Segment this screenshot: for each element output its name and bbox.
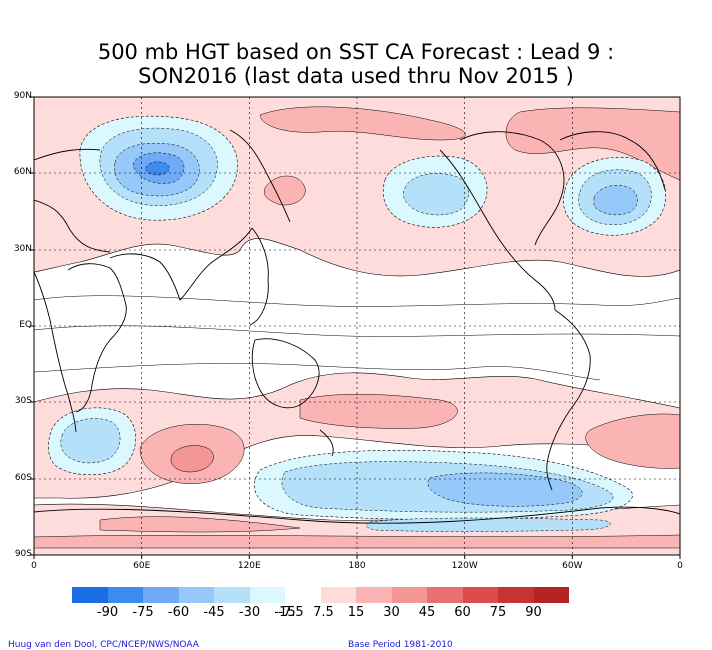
axis-ticks	[30, 96, 681, 559]
coastlines	[34, 129, 680, 524]
colorbar-swatch	[178, 587, 214, 603]
lon-label-60e: 60E	[133, 561, 151, 571]
colorbar-label: -7.5	[278, 605, 304, 620]
negative-anomaly-north-atlantic-core	[593, 185, 638, 216]
negative-anomaly-siberia-center	[145, 161, 170, 176]
positive-anomaly-core-east-asia	[264, 175, 306, 206]
lon-label-120e: 120E	[237, 561, 261, 571]
colorbar-swatch	[462, 587, 498, 603]
positive-anomaly-band-antarctic	[99, 516, 301, 533]
colorbar-label: 30	[383, 605, 400, 620]
lat-label-60s: 60S	[14, 473, 32, 483]
colorbar-label: -75	[132, 605, 154, 620]
colorbar-swatch	[533, 587, 569, 603]
colorbar-label: -15	[274, 605, 296, 620]
colorbar-swatch	[285, 587, 321, 603]
colorbar-label: 60	[454, 605, 471, 620]
chart-title-line-2: SON2016 (last data used thru Nov 2015 )	[138, 64, 574, 88]
graticule	[34, 97, 680, 555]
colorbar-swatch	[72, 587, 108, 603]
lat-label-90s: 90S	[14, 549, 32, 559]
colorbar-swatch	[107, 587, 143, 603]
negative-anomaly-antarctic-coast	[366, 517, 611, 532]
colorbar-swatch	[214, 587, 250, 603]
lon-label-0-left: 0	[31, 561, 37, 571]
colorbar-swatch	[356, 587, 392, 603]
positive-anomaly-core-central-north	[259, 106, 466, 141]
lon-label-120w: 120W	[451, 561, 478, 571]
colorbar-swatch	[427, 587, 463, 603]
negative-anomaly-gulf-of-alaska-core	[403, 173, 469, 216]
lat-label-30s: 30S	[14, 396, 32, 406]
lon-label-60w: 60W	[562, 561, 583, 571]
colorbar-swatch	[249, 587, 285, 603]
colorbar-label: 7.5	[313, 605, 334, 620]
colorbar-swatch	[391, 587, 427, 603]
lon-label-180: 180	[348, 561, 366, 571]
negative-anomaly-southern-pacific-core	[427, 472, 583, 507]
positive-anomaly-core-south-pacific	[299, 393, 458, 429]
colorbar-label: 15	[347, 605, 365, 620]
colorbar-swatch	[143, 587, 179, 603]
lat-label-90n: 90N	[13, 91, 32, 101]
positive-anomaly-strong-south-indian	[170, 445, 214, 473]
lat-label-60n: 60N	[13, 167, 32, 177]
credit-author: Huug van den Dool, CPC/NCEP/NWS/NOAA	[8, 640, 199, 650]
positive-anomaly-band-south-pole	[34, 534, 680, 549]
colorbar-label: -30	[238, 605, 261, 620]
map-field	[34, 97, 680, 555]
positive-anomaly-core-south-atlantic	[585, 413, 680, 469]
lat-label-30n: 30N	[13, 244, 32, 254]
colorbar	[72, 587, 569, 603]
lat-label-eq: EQ	[19, 320, 32, 330]
colorbar-label: 45	[418, 605, 436, 620]
colorbar-label: 90	[525, 605, 542, 620]
positive-anomaly-core-arctic	[505, 107, 680, 181]
chart-title-line-1: 500 mb HGT based on SST CA Forecast : Le…	[97, 40, 615, 64]
colorbar-label: -90	[96, 605, 119, 620]
colorbar-label: -60	[167, 605, 190, 620]
colorbar-swatch	[320, 587, 356, 603]
credit-base-period: Base Period 1981-2010	[348, 640, 453, 650]
colorbar-label: 75	[489, 605, 507, 620]
lon-label-0-right: 0	[677, 561, 683, 571]
colorbar-label: -45	[203, 605, 225, 620]
colorbar-swatch	[498, 587, 534, 603]
